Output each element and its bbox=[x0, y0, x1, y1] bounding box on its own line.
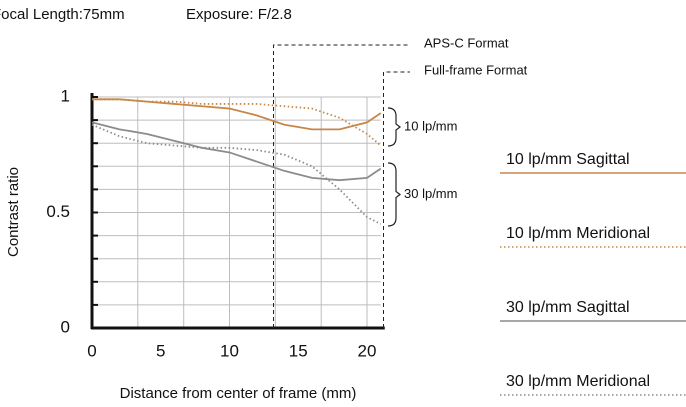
x-axis-label: Distance from center of frame (mm) bbox=[120, 385, 357, 402]
format-marker bbox=[273, 44, 410, 328]
y-tick-label: 0 bbox=[61, 317, 70, 336]
x-tick-label: 0 bbox=[87, 341, 96, 360]
format-label: Full-frame Format bbox=[424, 62, 528, 77]
bracket bbox=[387, 107, 401, 147]
group-label: 30 lp/mm bbox=[404, 186, 457, 201]
legend-label: 30 lp/mm Sagittal bbox=[506, 299, 630, 316]
legend-label: 10 lp/mm Sagittal bbox=[506, 151, 630, 168]
x-tick-label: 15 bbox=[289, 341, 308, 360]
format-label: APS-C Format bbox=[424, 35, 509, 50]
series-line bbox=[92, 98, 382, 131]
series-line bbox=[91, 121, 382, 182]
series-line bbox=[91, 123, 382, 225]
y-axis-label: Contrast ratio bbox=[5, 167, 22, 257]
exposure: Exposure: F/2.8 bbox=[186, 6, 292, 23]
legend-label: 10 lp/mm Meridional bbox=[506, 225, 650, 242]
legend-label: 30 lp/mm Meridional bbox=[506, 373, 650, 390]
focal-length: Focal Length:75mm bbox=[0, 6, 125, 23]
y-tick-label: 0.5 bbox=[46, 202, 70, 221]
bracket bbox=[387, 162, 401, 227]
x-tick-label: 10 bbox=[220, 341, 239, 360]
x-tick-label: 5 bbox=[156, 341, 165, 360]
group-label: 10 lp/mm bbox=[404, 118, 457, 133]
format-marker bbox=[383, 71, 410, 328]
x-tick-label: 20 bbox=[358, 341, 377, 360]
y-tick-label: 1 bbox=[61, 86, 70, 105]
